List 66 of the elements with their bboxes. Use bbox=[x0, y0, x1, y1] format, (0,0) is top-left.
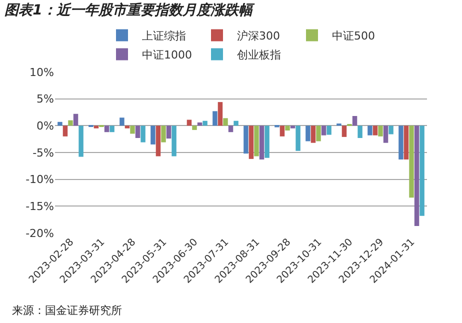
bar bbox=[244, 126, 248, 154]
bar bbox=[140, 126, 146, 142]
bar bbox=[310, 126, 316, 143]
bar bbox=[326, 126, 332, 135]
bar bbox=[110, 126, 114, 132]
bar bbox=[342, 126, 347, 137]
bar bbox=[290, 126, 296, 128]
y-tick-label: 10% bbox=[30, 66, 54, 79]
bar bbox=[398, 126, 404, 160]
bar bbox=[321, 126, 326, 136]
bar bbox=[172, 126, 176, 156]
bar bbox=[68, 120, 73, 126]
bar bbox=[104, 126, 110, 132]
y-tick-label: -10% bbox=[26, 173, 54, 186]
bar bbox=[234, 120, 238, 126]
bar bbox=[166, 126, 172, 139]
y-tick-label: -5% bbox=[32, 146, 54, 160]
y-tick-label: 5% bbox=[36, 92, 54, 106]
bar bbox=[280, 126, 285, 136]
bar bbox=[372, 126, 378, 136]
bar bbox=[248, 126, 254, 159]
bar bbox=[62, 126, 68, 136]
bar bbox=[150, 126, 156, 144]
bar bbox=[120, 118, 124, 126]
bar bbox=[73, 114, 78, 126]
bar bbox=[352, 116, 358, 126]
bar bbox=[259, 126, 264, 160]
legend-label: 上证综指 bbox=[142, 30, 186, 43]
bar bbox=[316, 126, 321, 142]
bar bbox=[383, 126, 388, 143]
bar bbox=[420, 126, 424, 216]
bar bbox=[404, 126, 409, 160]
legend-label: 创业板指 bbox=[237, 48, 281, 62]
bar bbox=[228, 126, 234, 132]
legend-label: 沪深300 bbox=[237, 30, 280, 43]
bar bbox=[94, 126, 99, 128]
bar bbox=[124, 126, 130, 128]
bar bbox=[409, 126, 414, 198]
bar bbox=[264, 126, 270, 158]
bar bbox=[192, 126, 197, 130]
legend-label: 中证1000 bbox=[142, 48, 192, 62]
bar bbox=[358, 126, 362, 138]
bar bbox=[306, 126, 310, 142]
bar bbox=[378, 126, 383, 136]
bar bbox=[414, 126, 420, 226]
bar bbox=[285, 126, 290, 130]
bar bbox=[254, 126, 259, 156]
y-tick-label: 0% bbox=[36, 120, 54, 133]
bar bbox=[368, 126, 372, 136]
legend-label: 中证500 bbox=[332, 30, 375, 43]
bar bbox=[202, 120, 208, 126]
bar bbox=[296, 126, 300, 151]
bar bbox=[58, 122, 62, 126]
bar bbox=[78, 126, 84, 157]
bar bbox=[135, 126, 140, 138]
bar bbox=[130, 126, 135, 134]
bar bbox=[156, 126, 161, 156]
bar bbox=[223, 118, 228, 126]
bar bbox=[388, 126, 394, 134]
source-note: 来源：国金证券研究所 bbox=[12, 304, 122, 317]
y-tick-label: -20% bbox=[26, 226, 54, 240]
bar bbox=[218, 102, 223, 126]
bar bbox=[161, 126, 166, 142]
y-tick-label: -15% bbox=[26, 200, 54, 214]
bar bbox=[212, 111, 218, 126]
chart-title: 图表1：近一年股市重要指数月度涨跌幅 bbox=[4, 2, 256, 19]
